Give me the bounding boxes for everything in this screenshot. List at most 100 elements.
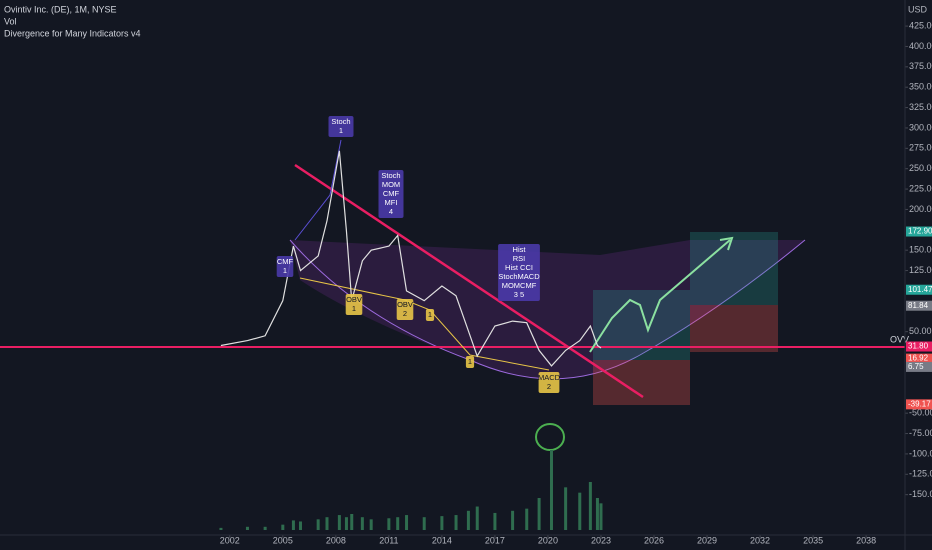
- annotation-text: 3 5: [514, 290, 524, 299]
- long-target: [593, 290, 690, 360]
- volume-bar: [350, 514, 354, 530]
- volume-bar: [263, 526, 267, 530]
- volume-bar: [599, 503, 603, 530]
- price-tag: [906, 361, 932, 372]
- volume-bar: [466, 510, 470, 530]
- y-tick-label: 200.00: [909, 204, 932, 214]
- y-tick-label: 250.00: [909, 163, 932, 173]
- volume-bar: [537, 498, 541, 530]
- annotation-text: Hist: [513, 245, 527, 254]
- x-tick-label: 2032: [750, 535, 770, 545]
- price-tag: [906, 399, 932, 410]
- y-tick-label: -75.00: [909, 428, 932, 438]
- annotation-box: [538, 372, 560, 393]
- volume-bar: [396, 517, 400, 530]
- volume-bar: [337, 515, 341, 530]
- x-tick-label: 2017: [485, 535, 505, 545]
- volume-bar: [316, 519, 320, 530]
- volume-bar: [440, 516, 444, 530]
- y-tick-label: -125.00: [909, 469, 932, 479]
- x-tick-label: 2020: [538, 535, 558, 545]
- x-tick-label: 2011: [379, 535, 398, 545]
- price-tag-label: -39.17: [908, 399, 931, 408]
- y-tick-label: 300.00: [909, 122, 932, 132]
- x-tick-label: 2026: [644, 535, 664, 545]
- volume-bar: [325, 517, 329, 530]
- annotation-text: 1: [339, 126, 343, 135]
- y-tick-label: 225.00: [909, 183, 932, 193]
- volume-bar: [595, 498, 599, 530]
- price-tag: [906, 300, 932, 311]
- price-tag: [906, 284, 932, 295]
- volume-bar: [291, 520, 295, 530]
- annotation-box: [345, 294, 363, 315]
- y-tick-label: 350.00: [909, 82, 932, 92]
- annotation-text: CMF: [277, 257, 294, 266]
- y-tick-label: 275.00: [909, 143, 932, 153]
- volume-bar: [422, 517, 426, 530]
- annotation-box: [276, 256, 294, 277]
- price-tag: [906, 226, 932, 237]
- annotation-text: 2: [547, 382, 551, 391]
- volume-bar: [360, 517, 364, 530]
- y-tick-label: 50.00: [909, 326, 932, 336]
- y-tick-label: 425.00: [909, 20, 932, 30]
- long-stop: [690, 305, 778, 352]
- volume-bar: [493, 512, 497, 530]
- annotation-text: 1: [352, 304, 356, 313]
- annotation-text: 4: [389, 207, 393, 216]
- header: Divergence for Many Indicators v4: [4, 28, 141, 38]
- price-tag: [906, 341, 932, 352]
- volume-bar: [245, 526, 249, 530]
- header: Vol: [4, 16, 17, 26]
- annotation-text: 1: [428, 310, 432, 319]
- long-target: [690, 232, 778, 305]
- annotation-text: MFI: [385, 198, 398, 207]
- x-tick-label: 2029: [697, 535, 717, 545]
- price-tag-label: 16.92: [908, 354, 929, 363]
- x-tick-label: 2023: [591, 535, 611, 545]
- x-tick-label: 2005: [273, 535, 293, 545]
- annotation-text: CMF: [383, 189, 400, 198]
- annotation-text: RSI: [513, 254, 526, 263]
- annotation-text: Hist CCI: [505, 263, 533, 272]
- volume-bar: [578, 492, 582, 530]
- annotation-box: [396, 299, 414, 320]
- volume-bar: [369, 519, 373, 530]
- volume-bar: [475, 506, 479, 530]
- currency: USD: [908, 4, 928, 14]
- volume-bar: [387, 518, 391, 530]
- annotation-text: Stoch: [331, 117, 350, 126]
- volume-bar: [588, 482, 592, 530]
- annotation-box: [328, 116, 354, 137]
- y-tick-label: -150.00: [909, 489, 932, 499]
- annotation-box: [498, 244, 540, 301]
- symbol-tag: OVV: [890, 334, 909, 344]
- long-stop: [593, 360, 690, 405]
- annotation-box: [425, 309, 435, 321]
- annotation-text: Stoch: [381, 171, 400, 180]
- y-tick-label: -100.00: [909, 448, 932, 458]
- annotation-text: OBV: [346, 295, 362, 304]
- x-tick-label: 2002: [220, 535, 240, 545]
- volume-bar: [219, 527, 223, 530]
- annotation-box: [465, 356, 475, 368]
- volume-bar: [549, 450, 553, 530]
- divergence-line: [294, 139, 342, 241]
- price-line: [220, 150, 602, 367]
- annotation-text: 2: [403, 309, 407, 318]
- volume-bar: [564, 487, 568, 530]
- volume-bar: [344, 517, 348, 530]
- volume-bar: [511, 510, 515, 530]
- x-tick-label: 2038: [856, 535, 876, 545]
- y-tick-label: 375.00: [909, 61, 932, 71]
- annotation-text: MACD: [538, 373, 561, 382]
- y-tick-label: 125.00: [909, 265, 932, 275]
- annotation-text: 1: [468, 357, 472, 366]
- price-tag-label: 172.90: [908, 227, 932, 236]
- arrow-path: [589, 239, 731, 353]
- price-tag: [906, 353, 932, 364]
- x-tick-label: 2014: [432, 535, 452, 545]
- y-tick-label: 150.00: [909, 245, 932, 255]
- price-tag-label: 81.84: [908, 301, 929, 310]
